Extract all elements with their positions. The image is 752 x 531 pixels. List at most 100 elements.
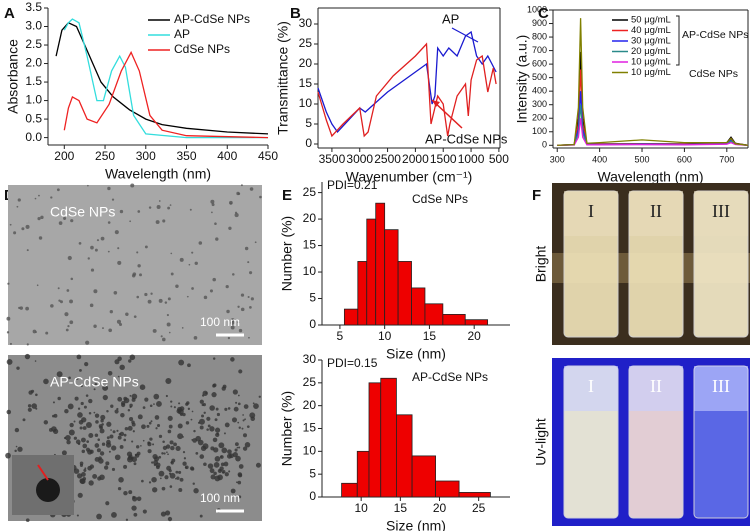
particle bbox=[232, 451, 238, 458]
particle bbox=[219, 455, 224, 459]
y-tick-label: 15 bbox=[303, 238, 317, 252]
particle bbox=[150, 420, 153, 423]
particle bbox=[209, 468, 215, 474]
cuvette-top bbox=[629, 191, 683, 236]
legend-label: 10 μg/mL bbox=[631, 57, 671, 68]
particle bbox=[197, 439, 204, 446]
particle bbox=[241, 427, 244, 430]
particle bbox=[166, 465, 172, 471]
particle bbox=[27, 407, 32, 412]
particle bbox=[167, 415, 173, 421]
particle bbox=[133, 512, 138, 517]
particle bbox=[125, 312, 129, 317]
particle bbox=[136, 445, 140, 449]
particle bbox=[111, 198, 115, 201]
particle bbox=[169, 440, 174, 445]
particle bbox=[153, 393, 160, 400]
particle bbox=[70, 277, 74, 281]
y-tick-label: 300 bbox=[532, 99, 547, 109]
particle bbox=[57, 287, 60, 290]
particle bbox=[246, 425, 250, 429]
particle bbox=[5, 452, 11, 459]
particle bbox=[24, 353, 31, 360]
particle bbox=[161, 452, 164, 455]
particle bbox=[139, 384, 146, 390]
particle bbox=[116, 429, 119, 432]
particle bbox=[155, 220, 160, 224]
particle bbox=[236, 191, 240, 196]
legend-label: 30 μg/mL bbox=[631, 36, 671, 47]
particle bbox=[89, 303, 94, 308]
particle bbox=[165, 510, 171, 516]
particle bbox=[69, 422, 74, 428]
particle bbox=[76, 473, 83, 479]
particle bbox=[216, 412, 220, 417]
particle bbox=[238, 328, 243, 333]
particle bbox=[128, 359, 132, 363]
y-tick-label: 100 bbox=[532, 126, 547, 136]
y-axis-label: Number (%) bbox=[279, 216, 295, 291]
particle bbox=[147, 299, 152, 304]
particle bbox=[209, 426, 215, 432]
particle bbox=[169, 472, 176, 479]
x-tick-label: 20 bbox=[468, 329, 482, 343]
particle bbox=[148, 481, 152, 484]
particle bbox=[56, 371, 63, 378]
particle bbox=[156, 205, 161, 210]
particle bbox=[86, 440, 90, 443]
particle bbox=[105, 501, 110, 506]
particle bbox=[69, 320, 74, 325]
particle bbox=[209, 289, 213, 293]
particle bbox=[211, 211, 213, 214]
particle bbox=[164, 301, 168, 304]
y-axis-label: Number (%) bbox=[279, 391, 295, 466]
particle bbox=[243, 404, 249, 409]
particle bbox=[6, 331, 10, 334]
particle bbox=[120, 412, 125, 418]
particle bbox=[175, 284, 179, 288]
particle bbox=[90, 245, 94, 250]
particle bbox=[202, 443, 209, 450]
particle bbox=[221, 447, 228, 454]
y-tick-label: 10 bbox=[299, 96, 313, 110]
particle bbox=[160, 335, 163, 338]
y-tick-label: 1000 bbox=[527, 4, 547, 14]
particle bbox=[119, 445, 124, 449]
particle bbox=[170, 405, 173, 408]
particle bbox=[148, 421, 152, 425]
particle bbox=[158, 200, 161, 202]
x-tick-label: 15 bbox=[423, 329, 437, 343]
particle bbox=[25, 306, 29, 311]
particle bbox=[158, 434, 163, 439]
particle bbox=[211, 203, 215, 207]
cuvette-label: I bbox=[588, 376, 594, 396]
particle bbox=[167, 206, 171, 210]
particle bbox=[131, 505, 137, 511]
particle bbox=[171, 458, 176, 463]
particle bbox=[137, 264, 141, 268]
particle bbox=[67, 255, 72, 261]
y-tick-label: 0 bbox=[309, 317, 316, 331]
panel-letter: A bbox=[4, 5, 15, 22]
particle bbox=[40, 215, 44, 220]
particle bbox=[19, 306, 24, 310]
data-line bbox=[63, 18, 268, 139]
particle bbox=[149, 404, 153, 408]
particle bbox=[107, 221, 111, 224]
particle bbox=[237, 394, 240, 397]
image-label: CdSe NPs bbox=[50, 204, 115, 220]
particle bbox=[77, 492, 83, 498]
particle bbox=[166, 451, 168, 454]
legend-label: 40 μg/mL bbox=[631, 25, 671, 36]
particle bbox=[249, 306, 252, 309]
y-tick-label: 600 bbox=[532, 58, 547, 68]
particle bbox=[28, 390, 33, 395]
particle bbox=[166, 313, 170, 317]
particle bbox=[230, 357, 235, 362]
bracket bbox=[676, 15, 680, 66]
particle bbox=[88, 398, 93, 404]
y-axis-label: Transmittance (%) bbox=[275, 21, 291, 135]
data-line bbox=[317, 42, 497, 138]
x-tick-label: 200 bbox=[54, 149, 74, 163]
particle bbox=[94, 413, 100, 418]
